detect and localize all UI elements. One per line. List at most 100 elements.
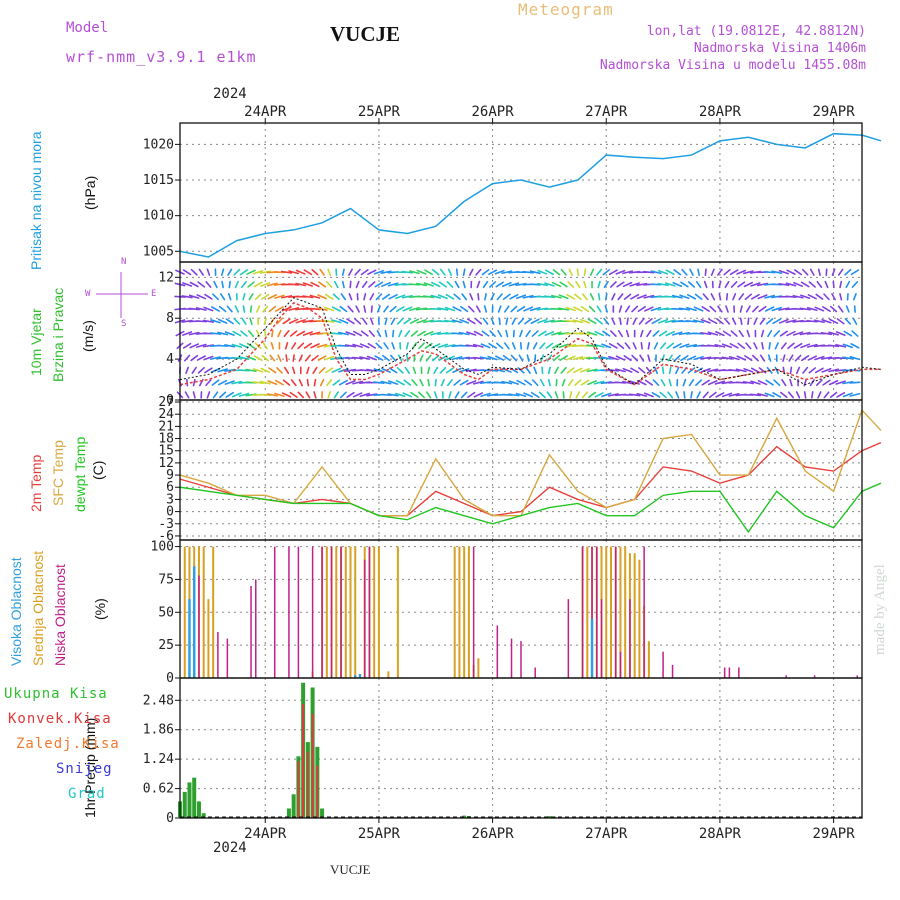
cloud-bar-low (363, 559, 366, 678)
wind-arrow (730, 281, 738, 288)
wind-arrow (309, 294, 321, 299)
wind-arrow (376, 305, 381, 313)
wind-arrow (341, 280, 345, 289)
wind-arrow (566, 293, 576, 300)
cloud-bar-low (738, 667, 740, 678)
wind-arrow (422, 295, 435, 299)
wind-arrow (192, 378, 196, 387)
wind-arrow (459, 379, 469, 386)
wind-arrow (291, 366, 296, 375)
wind-arrow (423, 282, 434, 287)
wind-arrow (462, 268, 466, 277)
wind-arrow (182, 331, 193, 336)
wind-arrow (594, 392, 604, 398)
model-label: Model (66, 20, 109, 36)
wind-arrow (444, 319, 456, 323)
precip-bar-total (187, 782, 192, 818)
wind-arrow (792, 331, 804, 336)
wind-arrow (412, 366, 417, 375)
wind-arrow (807, 355, 818, 361)
cloud-bar-mid (396, 546, 399, 678)
wind-arrow (482, 317, 489, 325)
wind-arrow (793, 281, 803, 287)
cloud-bar-mid (207, 599, 210, 678)
wind-arrow (345, 331, 356, 336)
wind-arrow (559, 281, 568, 288)
wind-arrow (190, 354, 199, 362)
wind-arrow (574, 293, 582, 300)
wind-arrow (664, 295, 676, 299)
wind-arrow (594, 330, 604, 337)
wind-arrow (710, 293, 716, 301)
cloud-bar-low (728, 667, 731, 678)
wind-arrow (842, 380, 854, 385)
wind-arrow (382, 293, 391, 300)
cloud-bar-low (581, 546, 584, 678)
wind-arrow (268, 305, 277, 313)
wind-arrow (409, 307, 420, 312)
wind-arrow (340, 293, 347, 301)
wind-arrow (224, 331, 235, 336)
wind-arrow (814, 367, 824, 374)
wind-arrow (689, 268, 694, 276)
wind-arrow (664, 282, 676, 287)
wind-arrow (603, 317, 610, 325)
wind-arrow (721, 343, 733, 349)
wind-arrow (411, 379, 418, 387)
wind-arrow (246, 342, 256, 349)
wind-arrow (190, 268, 198, 276)
wind-arrow (675, 366, 680, 375)
wind-arrow (704, 268, 707, 277)
wind-arrow (373, 381, 385, 384)
wind-arrow (211, 379, 220, 386)
wind-arrow (188, 294, 200, 299)
wind-arrow (665, 330, 675, 337)
wind-arrow (367, 342, 377, 349)
wind-arrow (558, 294, 569, 300)
wind-arrow (183, 354, 191, 362)
precip-ytick-label: 0.62 (143, 782, 174, 797)
wind-arrow (310, 281, 320, 288)
wind-arrow (703, 280, 708, 289)
wind-arrow (565, 319, 577, 323)
cloud-bar-low (330, 546, 333, 678)
wind-arrow (632, 342, 637, 350)
wind-arrow (481, 269, 490, 276)
wind-arrow (447, 268, 453, 276)
wind-arrow (679, 294, 690, 300)
wind-arrow (396, 317, 404, 325)
wind-arrow (630, 293, 640, 300)
wind-arrow (351, 356, 364, 360)
compass-w: W (85, 289, 91, 299)
wind-arrow (461, 293, 468, 301)
wind-arrow (306, 378, 310, 387)
wind-arrow (346, 391, 355, 398)
wind-arrow (785, 282, 797, 287)
temp-ytick-label: 24 (158, 407, 174, 422)
wind-arrow (645, 318, 653, 325)
wind-arrow (682, 378, 687, 387)
wind-arrow (537, 318, 548, 324)
wind-arrow (510, 305, 518, 313)
wind-arrow (545, 342, 554, 349)
wind-arrow (851, 281, 859, 288)
wind-arrow (852, 293, 857, 301)
wind-arrow (465, 344, 477, 348)
wind-arrow (261, 354, 270, 362)
wind-arrow (209, 332, 222, 335)
wind-arrow (466, 331, 477, 336)
wind-arrow (701, 306, 710, 313)
wind-arrow (780, 342, 787, 350)
temp-sfc-line (179, 408, 882, 517)
temp-ytick-label: 15 (158, 444, 174, 459)
wind-arrow (409, 318, 420, 324)
wind-arrow (761, 342, 764, 350)
wind-arrow (452, 367, 462, 374)
wind-arrow (586, 368, 598, 373)
wind-arrow (501, 281, 512, 288)
wind-arrow (419, 378, 424, 387)
wind-arrow (593, 380, 605, 385)
wind-arrow (618, 305, 623, 313)
wind-arrow (375, 293, 383, 301)
wind-arrow (253, 355, 263, 361)
